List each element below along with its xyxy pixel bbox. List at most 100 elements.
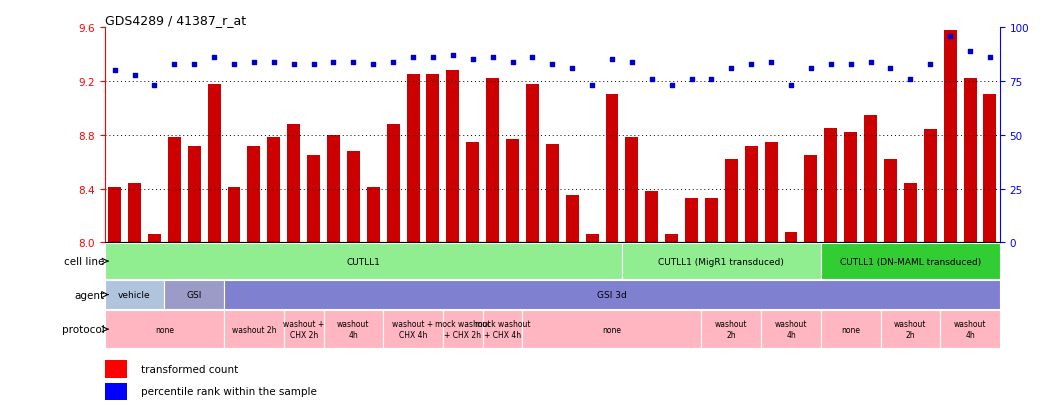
Text: CUTLL1: CUTLL1 [347, 257, 380, 266]
Bar [267, 138, 281, 243]
Bar [187, 146, 201, 243]
Bar [506, 140, 519, 243]
Bar [284, 311, 324, 348]
Text: washout 2h: washout 2h [231, 325, 276, 334]
Point [504, 59, 520, 66]
Point [782, 83, 799, 89]
Bar [406, 75, 420, 243]
Text: mock washout
+ CHX 4h: mock washout + CHX 4h [474, 320, 531, 339]
Bar [148, 235, 161, 243]
Point [126, 72, 142, 78]
Bar [207, 84, 221, 243]
Bar [705, 199, 718, 243]
Point [603, 57, 620, 64]
Bar [904, 184, 917, 243]
Bar [685, 199, 698, 243]
Bar [426, 75, 440, 243]
Bar [108, 188, 121, 243]
Point [186, 61, 203, 68]
Bar [483, 311, 522, 348]
Point [245, 59, 262, 66]
Point [941, 33, 958, 40]
Bar [224, 280, 1000, 309]
Bar [347, 152, 360, 243]
Bar [105, 280, 164, 309]
Bar [366, 188, 380, 243]
Bar [963, 79, 977, 243]
Bar [307, 156, 320, 243]
Point [921, 61, 938, 68]
Bar [466, 142, 480, 243]
Text: protocol: protocol [62, 324, 105, 335]
Point [882, 66, 898, 72]
Point [325, 59, 341, 66]
Text: transformed count: transformed count [140, 364, 238, 374]
Bar [105, 311, 224, 348]
Point [306, 61, 322, 68]
Bar [645, 192, 659, 243]
Bar [565, 196, 579, 243]
Point [384, 59, 401, 66]
Point [683, 76, 699, 83]
Bar [324, 311, 383, 348]
Text: CUTLL1 (DN-MAML transduced): CUTLL1 (DN-MAML transduced) [840, 257, 981, 266]
Bar [168, 138, 181, 243]
Point [107, 68, 124, 74]
Text: washout
4h: washout 4h [775, 320, 807, 339]
Point [464, 57, 481, 64]
Bar [881, 311, 940, 348]
Bar [844, 133, 857, 243]
Point [563, 66, 580, 72]
Text: none: none [602, 325, 622, 334]
Point [981, 55, 998, 62]
Point [762, 59, 779, 66]
Bar [884, 160, 897, 243]
Bar [821, 311, 881, 348]
Text: washout
2h: washout 2h [715, 320, 748, 339]
Point [823, 61, 840, 68]
Bar [443, 311, 483, 348]
Text: GDS4289 / 41387_r_at: GDS4289 / 41387_r_at [105, 14, 246, 27]
Text: agent: agent [74, 290, 105, 300]
Point [842, 61, 859, 68]
Text: none: none [841, 325, 861, 334]
Point [524, 55, 540, 62]
Point [265, 59, 282, 66]
Bar [446, 71, 460, 243]
Point [742, 61, 759, 68]
Bar [585, 235, 599, 243]
Bar [864, 115, 877, 243]
Bar [605, 95, 619, 243]
Text: mock washout
+ CHX 2h: mock washout + CHX 2h [435, 320, 491, 339]
Text: GSI: GSI [186, 290, 202, 299]
Point [901, 76, 918, 83]
Text: percentile rank within the sample: percentile rank within the sample [140, 387, 316, 396]
Point [643, 76, 660, 83]
Bar [940, 311, 1000, 348]
Bar [622, 244, 821, 279]
Bar [625, 138, 639, 243]
Point [344, 59, 362, 66]
Bar [784, 232, 798, 243]
Point [802, 66, 819, 72]
Bar [943, 31, 957, 243]
Bar [545, 145, 559, 243]
Point [444, 53, 461, 59]
Point [285, 61, 302, 68]
Bar [227, 188, 241, 243]
Bar [804, 156, 818, 243]
Bar [105, 361, 127, 378]
Point [862, 59, 878, 66]
Bar [764, 142, 778, 243]
Point [364, 61, 381, 68]
Bar [128, 184, 141, 243]
Text: cell line: cell line [64, 256, 105, 266]
Bar [327, 135, 340, 243]
Bar [701, 311, 761, 348]
Bar [665, 235, 678, 243]
Bar [725, 160, 738, 243]
Bar [923, 130, 937, 243]
Bar [105, 383, 127, 400]
Text: GSI 3d: GSI 3d [597, 290, 627, 299]
Point [583, 83, 600, 89]
